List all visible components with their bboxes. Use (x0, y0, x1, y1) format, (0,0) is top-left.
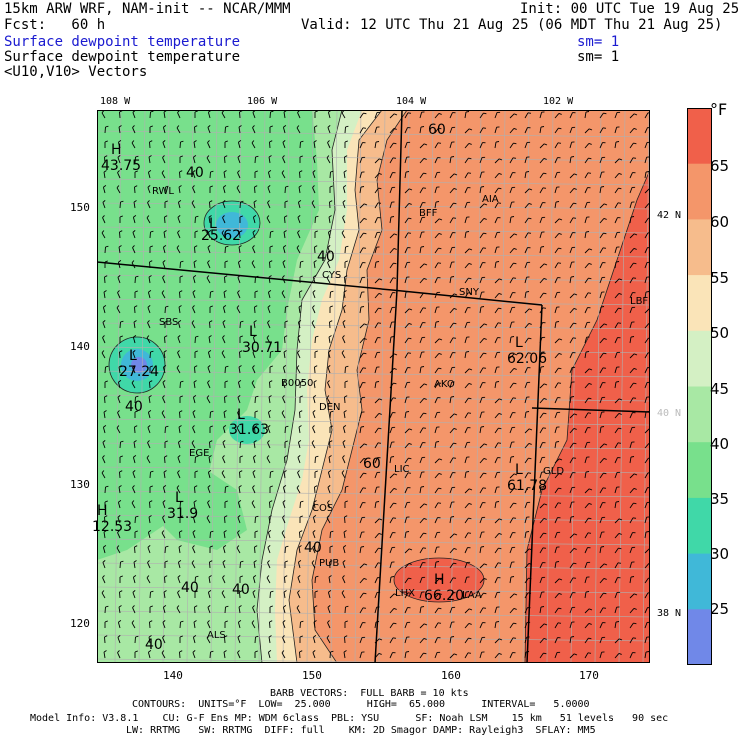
x-tick-150: 150 (302, 669, 322, 682)
model-info-2: LW: RRTMG SW: RRTMG DIFF: full KM: 2D Sm… (126, 725, 596, 736)
fill-30-35-c (229, 416, 265, 444)
colorbar-unit: °F (710, 100, 728, 119)
colorbar-segment (687, 497, 712, 555)
colorbar-segment (687, 553, 712, 610)
valid-time: Valid: 12 UTC Thu 21 Aug 25 (06 MDT Thu … (301, 17, 723, 33)
x-tick-170: 170 (579, 669, 599, 682)
colorbar-segment (687, 163, 712, 220)
fill-25-30-a (216, 212, 248, 238)
colorbar-segment (687, 330, 712, 387)
lat-label-42n: 42 N (657, 210, 682, 221)
colorbar-label-40: 40 (710, 435, 730, 453)
smoothing-2: sm= 1 (577, 49, 620, 65)
colorbar-segment (687, 219, 712, 276)
barb-legend: BARB VECTORS: FULL BARB = 10 kts (270, 688, 469, 699)
lon-label-108w: 108 W (100, 96, 131, 107)
forecast-hour: Fcst: 60 h (4, 17, 106, 33)
x-tick-160: 160 (441, 669, 461, 682)
smoothing-1: sm= 1 (577, 34, 620, 50)
colorbar-label-50: 50 (710, 324, 730, 342)
colorbar-label-45: 45 (710, 380, 730, 398)
y-tick-140: 140 (70, 340, 90, 353)
y-tick-120: 120 (70, 617, 90, 630)
model-title: 15km ARW WRF, NAM-init -- NCAR/MMM (4, 1, 291, 17)
lon-label-102w: 102 W (543, 96, 574, 107)
colorbar-segment (687, 108, 712, 165)
colorbar (687, 108, 712, 665)
colorbar-segment (687, 275, 712, 332)
vector-label: <U10,V10> Vectors (4, 64, 148, 80)
model-info-1: Model Info: V3.8.1 CU: G-F Ens MP: WDM 6… (30, 713, 669, 724)
colorbar-label-60: 60 (710, 213, 730, 231)
contour-info: CONTOURS: UNITS=°F LOW= 25.000 HIGH= 65.… (132, 699, 590, 710)
colorbar-label-30: 30 (710, 545, 730, 563)
x-tick-140: 140 (163, 669, 183, 682)
colorbar-label-55: 55 (710, 269, 730, 287)
field-label-2: Surface dewpoint temperature (4, 49, 241, 65)
fill-65-plus (525, 110, 650, 663)
colorbar-label-65: 65 (710, 157, 730, 175)
y-tick-150: 150 (70, 201, 90, 214)
colorbar-segment (687, 609, 712, 665)
lon-label-104w: 104 W (396, 96, 427, 107)
dewpoint-map (97, 110, 650, 663)
y-tick-130: 130 (70, 478, 90, 491)
lat-label-40n: 40 N (657, 408, 682, 419)
colorbar-label-35: 35 (710, 490, 730, 508)
lon-label-106w: 106 W (247, 96, 278, 107)
colorbar-label-25: 25 (710, 600, 730, 618)
init-time: Init: 00 UTC Tue 19 Aug 25 (520, 1, 740, 17)
fill-below-25 (131, 357, 147, 373)
colorbar-segment (687, 386, 712, 443)
lat-label-38n: 38 N (657, 608, 682, 619)
field-label-1: Surface dewpoint temperature (4, 34, 241, 50)
colorbar-segment (687, 442, 712, 499)
